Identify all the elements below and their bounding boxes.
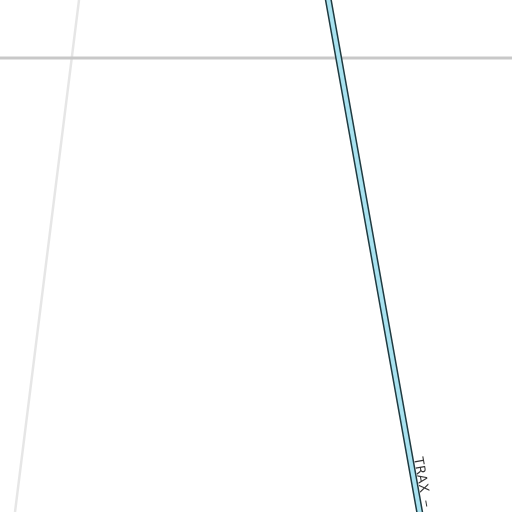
minor-road	[13, 0, 81, 513]
transit-line[interactable]	[326, 0, 422, 515]
transit-label-dash	[425, 500, 428, 507]
transit-line-label: TRAX	[410, 455, 431, 494]
